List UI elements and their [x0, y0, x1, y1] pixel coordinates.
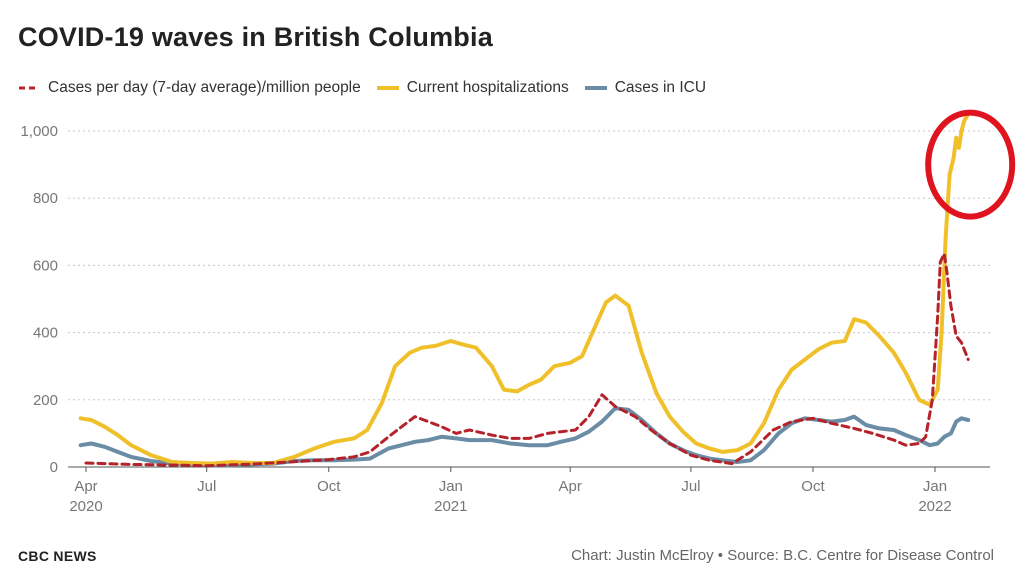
x-tick-label: Oct: [317, 478, 341, 495]
y-tick-label: 200: [33, 392, 58, 409]
x-tick-label: Jan: [923, 478, 947, 495]
source-credit: Chart: Justin McElroy • Source: B.C. Cen…: [571, 547, 994, 564]
legend-item-hospitalizations: Current hospitalizations: [376, 79, 569, 97]
x-tick-label: Jul: [197, 478, 216, 495]
legend-swatch-blue: [584, 86, 607, 90]
line-chart: 0 200 400 600 800 1,000 Apr 2020 Jul Oct Jan 2021 Ap…: [20, 109, 1016, 515]
y-tick-label: 800: [33, 190, 58, 207]
y-tick-label: 600: [33, 257, 58, 274]
y-tick-label: 1,000: [20, 123, 58, 140]
annotation-circle: [925, 109, 1016, 220]
legend-item-cases: Cases per day (7-day average)/million pe…: [18, 79, 361, 97]
x-tick-label: Oct: [801, 478, 825, 495]
x-tick-label: Jan: [439, 478, 463, 495]
x-tick-label: Apr: [559, 478, 582, 495]
series-line-hospitalizations: [78, 112, 971, 466]
legend-label-icu: Cases in ICU: [614, 79, 707, 96]
x-tick-year-label: 2022: [918, 498, 951, 515]
legend-item-icu: Cases in ICU: [584, 79, 707, 97]
y-tick-label: 0: [50, 459, 58, 476]
legend-label-cases: Cases per day (7-day average)/million pe…: [48, 79, 361, 96]
x-tick-label: Jul: [681, 478, 700, 495]
series-line-icu: [78, 406, 971, 468]
legend-swatch-yellow: [376, 86, 399, 90]
chart-title: COVID-19 waves in British Columbia: [18, 22, 493, 52]
legend-label-hospitalizations: Current hospitalizations: [406, 79, 569, 96]
x-tick-year-label: 2020: [69, 498, 102, 515]
legend-swatch-dashed: [19, 86, 39, 90]
legend: Cases per day (7-day average)/million pe…: [18, 78, 722, 98]
y-tick-label: 400: [33, 325, 58, 342]
series-line-cases: [84, 252, 970, 468]
x-tick-label: Apr: [74, 478, 97, 495]
x-tick-year-label: 2021: [434, 498, 467, 515]
brand-label: CBC NEWS: [18, 548, 97, 564]
